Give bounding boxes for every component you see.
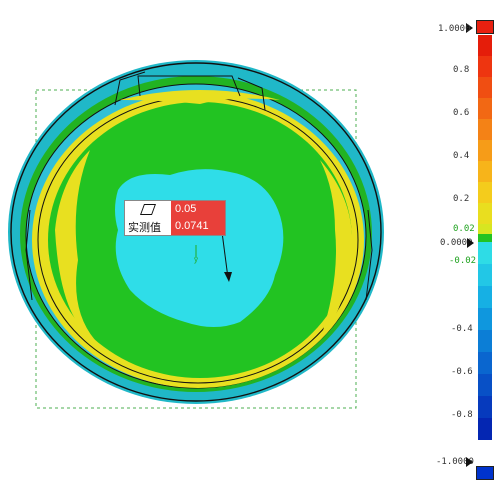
scale-min-label: -1.0000 xyxy=(436,457,474,467)
tab-left xyxy=(114,71,146,106)
scale-tick-0-4: 0.4 xyxy=(453,151,470,161)
measured-label: 实测值 xyxy=(128,220,161,234)
max-pointer-icon xyxy=(466,23,473,33)
rim-edge-inner xyxy=(25,83,367,389)
under-range-marker xyxy=(476,466,494,480)
scale-max-label: 1.0000 xyxy=(438,24,471,34)
tolerance-value: 0.05 xyxy=(171,201,225,218)
leader-line xyxy=(221,231,229,279)
tolerance-row: 0.05 xyxy=(125,201,225,218)
min-pointer-icon xyxy=(466,457,473,467)
tab-right xyxy=(237,77,266,111)
scale-tick-0-6: 0.6 xyxy=(453,108,470,118)
scale-tick-neg-0-6: -0.6 xyxy=(451,367,473,377)
yellow-patch-left xyxy=(55,150,95,340)
yellow-patch-right xyxy=(320,160,353,340)
scale-tick-0-8: 0.8 xyxy=(453,65,470,75)
scale-tick-neg-0-4: -0.4 xyxy=(451,324,473,334)
color-scale-bar xyxy=(478,35,492,440)
mid-pointer-icon xyxy=(467,238,474,248)
scale-tick-neg-0-8: -0.8 xyxy=(451,410,473,420)
axis-marker-label: y xyxy=(194,255,198,264)
measured-row: 实测值 0.0741 xyxy=(125,218,225,235)
rim-edge-outer xyxy=(10,62,382,402)
yellow-patch-top xyxy=(120,90,280,104)
arrow-head xyxy=(224,272,232,282)
tab-center xyxy=(137,75,241,97)
lower-tolerance-label: -0.02 xyxy=(449,256,477,266)
upper-tolerance-label: 0.02 xyxy=(453,224,475,234)
rib-left xyxy=(25,209,33,301)
flatness-annotation-panel[interactable]: 0.05 实测值 0.0741 xyxy=(124,200,226,236)
scale-tick-0-2: 0.2 xyxy=(453,194,470,204)
over-range-marker xyxy=(476,20,494,34)
measured-value: 0.0741 xyxy=(171,218,225,235)
rib-right xyxy=(365,209,373,301)
scale-mid-label: 0.0000 xyxy=(440,238,473,248)
flatness-symbol-icon xyxy=(125,201,171,218)
